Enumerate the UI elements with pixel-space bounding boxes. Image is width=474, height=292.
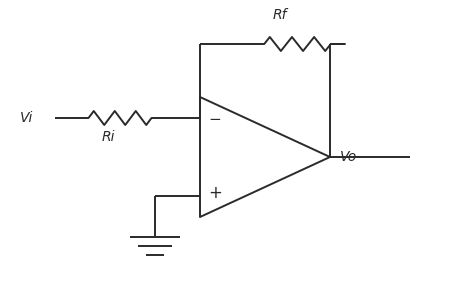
Text: Ri: Ri xyxy=(101,130,115,144)
Text: Vi: Vi xyxy=(20,111,33,125)
Text: Vo: Vo xyxy=(340,150,357,164)
Text: +: + xyxy=(208,184,222,202)
Text: Rf: Rf xyxy=(273,8,287,22)
Text: −: − xyxy=(208,112,221,128)
